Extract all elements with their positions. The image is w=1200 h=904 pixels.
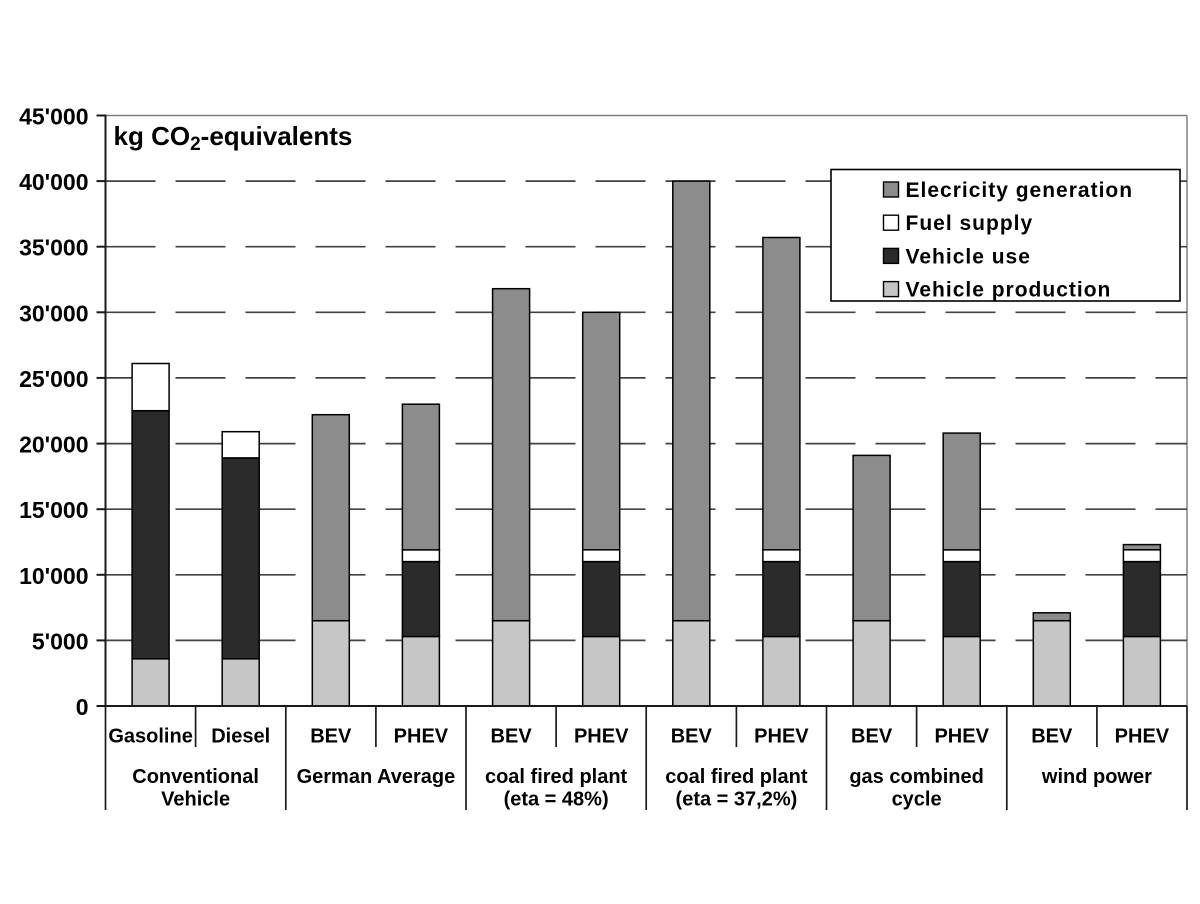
svg-text:BEV: BEV: [671, 726, 713, 748]
svg-text:45'000: 45'000: [19, 104, 88, 130]
svg-text:Diesel: Diesel: [211, 726, 270, 748]
svg-text:(eta = 48%): (eta = 48%): [504, 789, 609, 811]
svg-text:cycle: cycle: [892, 789, 942, 811]
svg-text:0: 0: [76, 694, 89, 720]
svg-text:5'000: 5'000: [32, 628, 89, 654]
svg-text:Vehicle: Vehicle: [161, 789, 230, 811]
svg-text:25'000: 25'000: [19, 366, 88, 392]
svg-text:(eta = 37,2%): (eta = 37,2%): [676, 789, 798, 811]
svg-text:Gasoline: Gasoline: [108, 726, 192, 748]
svg-text:BEV: BEV: [1031, 726, 1073, 748]
svg-text:Vehicle production: Vehicle production: [906, 279, 1112, 302]
svg-text:Elecricity generation: Elecricity generation: [906, 179, 1134, 202]
svg-text:Vehicle use: Vehicle use: [906, 245, 1031, 268]
svg-text:20'000: 20'000: [19, 432, 88, 458]
svg-text:40'000: 40'000: [19, 169, 88, 195]
svg-text:BEV: BEV: [851, 726, 893, 748]
svg-text:PHEV: PHEV: [394, 726, 449, 748]
svg-text:PHEV: PHEV: [754, 726, 809, 748]
svg-text:15'000: 15'000: [19, 497, 88, 523]
svg-text:30'000: 30'000: [19, 300, 88, 326]
svg-text:PHEV: PHEV: [574, 726, 629, 748]
svg-text:PHEV: PHEV: [934, 726, 989, 748]
svg-text:Fuel supply: Fuel supply: [906, 212, 1034, 235]
svg-text:gas combined: gas combined: [849, 766, 983, 788]
svg-text:10'000: 10'000: [19, 563, 88, 589]
svg-text:coal fired plant: coal fired plant: [485, 766, 628, 788]
svg-text:35'000: 35'000: [19, 235, 88, 261]
svg-text:Conventional: Conventional: [132, 766, 259, 788]
svg-text:coal fired plant: coal fired plant: [665, 766, 808, 788]
svg-text:German Average: German Average: [297, 766, 456, 788]
svg-text:BEV: BEV: [491, 726, 533, 748]
svg-text:kg CO2-equivalents: kg CO2-equivalents: [114, 121, 353, 155]
svg-text:PHEV: PHEV: [1115, 726, 1170, 748]
svg-text:wind power: wind power: [1041, 766, 1152, 788]
svg-text:BEV: BEV: [310, 726, 352, 748]
